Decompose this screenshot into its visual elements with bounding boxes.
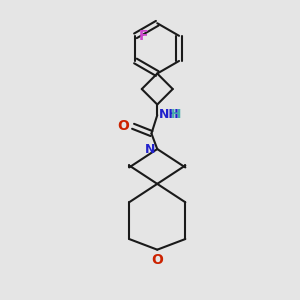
Text: O: O: [151, 253, 163, 267]
Text: F: F: [139, 29, 148, 43]
Text: H: H: [171, 108, 181, 121]
Text: N: N: [145, 142, 155, 155]
Text: NH: NH: [159, 108, 180, 121]
Text: O: O: [117, 119, 129, 133]
